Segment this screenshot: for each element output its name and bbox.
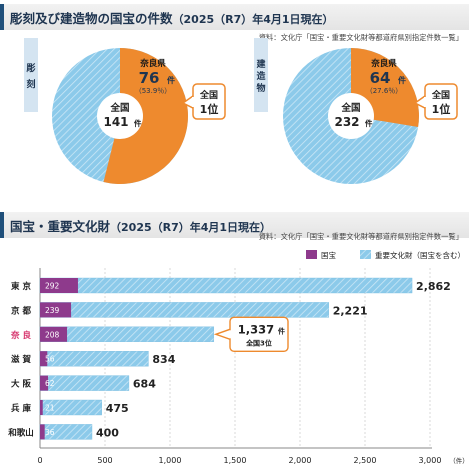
- pie-center-label: 全国: [109, 102, 129, 114]
- pie-callout-gap: [424, 97, 427, 107]
- bar-juyo: [39, 351, 149, 367]
- y-category-label: 和歌山: [8, 427, 34, 438]
- section1-title: 彫刻及び建造物の国宝の件数（2025（R7）年4月1日現在）: [10, 10, 334, 26]
- pie-nara-unit: 件: [398, 75, 406, 85]
- pie-category-label: 刻: [26, 78, 35, 90]
- section2-source: 資料：文化庁「国宝・重要文化財等都道府県別指定件数一覧」: [258, 232, 463, 241]
- y-category-label: 奈 良: [10, 330, 31, 341]
- bar-juyo-value: 400: [96, 426, 119, 439]
- pie-nara-value: 64: [370, 69, 391, 87]
- bar-juyo-value: 834: [152, 353, 175, 366]
- bar-kokuho: [40, 278, 78, 293]
- x-tick-label: 0: [37, 456, 42, 465]
- y-category-label: 滋 賀: [11, 354, 31, 365]
- header-accent-bar: [0, 4, 4, 30]
- bar-juyo: [39, 277, 413, 294]
- pie-category-label: 建: [256, 58, 266, 70]
- y-category-label: 東 京: [11, 281, 31, 292]
- pie-category-tab: [254, 38, 268, 112]
- pie-nara-name: 奈良県: [139, 58, 166, 69]
- bar-juyo-value: 2,862: [416, 280, 451, 293]
- x-tick-label: 2,500: [354, 456, 377, 465]
- pie-center-value: 232: [334, 115, 359, 129]
- pie-center-unit: 件: [134, 118, 142, 128]
- pie-center-label: 全国: [340, 102, 360, 114]
- bar-kokuho-value: 292: [45, 282, 60, 291]
- bar-kokuho: [40, 326, 68, 342]
- legend-swatch-juyo: [360, 250, 371, 259]
- pie-callout-rank: 1位: [200, 102, 219, 116]
- legend-label-kokuho: 国宝: [321, 250, 336, 260]
- y-category-label: 兵 庫: [11, 403, 31, 414]
- bar-kokuho: [40, 424, 45, 440]
- pie-nara-name: 奈良県: [370, 58, 397, 69]
- x-tick-label: 1,000: [159, 456, 182, 465]
- section2-header: 国宝・重要文化財（2025（R7）年4月1日現在）: [0, 212, 469, 238]
- bar-kokuho-value: 239: [45, 306, 60, 315]
- bar-kokuho-value: 62: [45, 379, 55, 388]
- legend-label-juyo: 重要文化財（国宝を含む）: [375, 250, 465, 260]
- bar-kokuho-value: 56: [45, 355, 55, 364]
- y-category-label: 京 都: [11, 305, 31, 316]
- pie-nara-percent: （27.6％）: [366, 87, 403, 95]
- x-tick-label: 2,000: [289, 456, 312, 465]
- bar-callout-value: 1,337: [238, 322, 274, 336]
- pie-nara-percent: （53.9％）: [135, 87, 172, 95]
- pie-callout-label: 全国: [199, 89, 218, 101]
- pie-center-hole: [97, 93, 143, 139]
- pie-center-value: 141: [103, 115, 128, 129]
- x-tick-label: 500: [97, 456, 112, 465]
- pie-center-hole: [328, 93, 374, 139]
- header-accent-bar: [0, 212, 4, 238]
- section1-source: 資料：文化庁「国宝・重要文化財等都道府県別指定件数一覧」: [258, 33, 463, 42]
- y-category-label: 大 阪: [11, 379, 31, 390]
- bar-kokuho: [40, 375, 49, 391]
- pie-center-unit: 件: [365, 118, 373, 128]
- pie-category-label: 彫: [25, 62, 35, 74]
- pie-callout-gap: [192, 97, 195, 107]
- pie-callout-label: 全国: [431, 89, 450, 101]
- section2-title: 国宝・重要文化財（2025（R7）年4月1日現在）: [10, 218, 272, 234]
- bar-kokuho-value: 21: [45, 404, 55, 413]
- pie-nara-value: 76: [139, 69, 160, 87]
- bar-kokuho-value: 208: [45, 330, 60, 339]
- bar-kokuho-value: 36: [45, 428, 55, 437]
- x-axis-unit: （件）: [449, 456, 469, 465]
- bar-callout-pointer: [213, 328, 231, 341]
- bar-juyo-value: 684: [133, 378, 156, 391]
- pie-callout-rank: 1位: [432, 102, 451, 116]
- legend-swatch-kokuho: [306, 250, 317, 259]
- x-tick-label: 3,000: [419, 456, 442, 465]
- pie-slice-nara: [103, 48, 188, 184]
- pie-category-label: 造: [256, 70, 266, 82]
- section1-header: 彫刻及び建造物の国宝の件数（2025（R7）年4月1日現在）: [0, 4, 469, 30]
- pie-category-tab: [24, 38, 38, 112]
- bar-juyo-value: 2,221: [333, 304, 368, 317]
- bar-callout-rank: 全国3位: [245, 338, 272, 347]
- bar-kokuho: [40, 400, 43, 415]
- bar-kokuho: [40, 351, 48, 367]
- pie-nara-unit: 件: [167, 75, 175, 85]
- bar-juyo-value: 475: [106, 402, 129, 415]
- x-tick-label: 1,500: [224, 456, 247, 465]
- bar-kokuho: [40, 302, 72, 318]
- bar-callout-gap: [229, 330, 232, 339]
- bar-juyo: [39, 302, 329, 318]
- pie-category-label: 物: [256, 82, 265, 94]
- bar-callout-unit: 件: [278, 326, 285, 335]
